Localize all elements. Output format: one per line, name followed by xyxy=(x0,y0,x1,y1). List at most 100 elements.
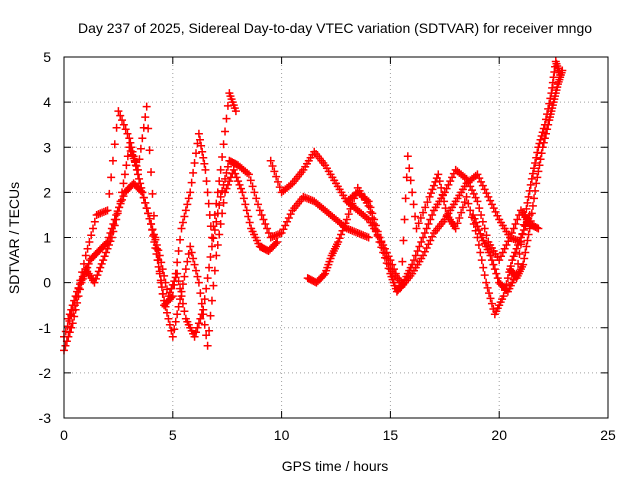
data-point-interp xyxy=(279,225,288,234)
data-point-interp xyxy=(218,153,227,162)
data-point-interp xyxy=(209,281,218,290)
data-point-interp xyxy=(532,153,541,162)
x-tick-label: 10 xyxy=(274,427,290,443)
data-point-interp xyxy=(151,244,160,253)
data-point-interp xyxy=(126,138,135,147)
data-point-interp xyxy=(457,208,466,217)
series-track-4 xyxy=(266,147,525,292)
data-point-interp xyxy=(350,194,359,203)
data-point-interp xyxy=(483,283,492,292)
data-point xyxy=(207,242,216,251)
data-point xyxy=(114,107,123,116)
data-point-interp xyxy=(424,219,433,228)
data-point-interp xyxy=(222,184,231,193)
data-point xyxy=(125,134,134,143)
data-point-interp xyxy=(384,259,393,268)
data-point-interp xyxy=(516,240,525,249)
data-point-interp xyxy=(304,195,313,204)
data-point-interp xyxy=(61,327,70,336)
data-point-interp xyxy=(362,213,371,222)
data-point-interp xyxy=(241,200,250,209)
data-point-interp xyxy=(475,204,484,213)
data-point-interp xyxy=(263,224,272,233)
data-point-interp xyxy=(145,146,154,155)
data-point-interp xyxy=(286,180,295,189)
data-point-interp xyxy=(84,259,93,268)
data-point xyxy=(221,188,230,197)
data-point xyxy=(527,174,536,183)
data-point-interp xyxy=(170,325,179,334)
data-point-interp xyxy=(71,292,80,301)
data-point-interp xyxy=(301,193,310,202)
data-point-interp xyxy=(344,225,353,234)
data-point-interp xyxy=(458,203,467,212)
data-point-interp xyxy=(100,252,109,261)
data-point-interp xyxy=(109,219,118,228)
data-point-interp xyxy=(83,244,92,253)
data-point-interp xyxy=(193,323,202,332)
data-point-interp xyxy=(337,230,346,239)
data-point-interp xyxy=(468,186,476,195)
data-point-interp xyxy=(119,179,128,188)
data-point-interp xyxy=(93,271,102,280)
data-point-interp xyxy=(234,177,243,186)
data-point xyxy=(90,278,99,287)
data-point xyxy=(473,170,482,179)
data-point-interp xyxy=(85,238,94,247)
data-point-interp xyxy=(428,185,437,194)
data-point-interp xyxy=(489,204,498,213)
data-point-interp xyxy=(478,217,487,226)
data-point-interp xyxy=(498,248,507,257)
data-point-interp xyxy=(119,120,128,129)
data-point-interp xyxy=(521,222,530,231)
data-point-interp xyxy=(273,177,282,186)
data-point-interp xyxy=(212,217,221,226)
data-point-interp xyxy=(272,172,281,181)
data-point-interp xyxy=(406,176,415,185)
data-point-interp xyxy=(528,201,537,210)
data-point xyxy=(138,188,147,197)
data-point-interp xyxy=(513,215,522,224)
data-point-interp xyxy=(533,173,542,182)
data-point-interp xyxy=(401,194,410,203)
data-point xyxy=(521,210,530,219)
series-track-5 xyxy=(303,165,543,296)
data-point-interp xyxy=(107,173,116,182)
y-tick-label: -1 xyxy=(39,320,52,336)
data-point-interp xyxy=(210,225,219,234)
data-point-interp xyxy=(471,193,480,202)
data-point-interp xyxy=(503,274,512,283)
data-point-interp xyxy=(110,221,119,230)
data-point-interp xyxy=(180,272,189,281)
data-point-interp xyxy=(350,227,359,236)
data-point-interp xyxy=(535,161,544,170)
data-point xyxy=(103,206,112,215)
data-point-interp xyxy=(122,161,131,170)
data-point-interp xyxy=(460,198,469,207)
data-point xyxy=(99,256,108,265)
data-point-interp xyxy=(355,229,364,238)
x-axis-label: GPS time / hours xyxy=(282,458,389,474)
data-point-interp xyxy=(302,194,311,203)
data-point-interp xyxy=(414,219,423,228)
data-point-interp xyxy=(209,234,218,243)
data-point-interp xyxy=(141,113,150,122)
data-point-interp xyxy=(197,299,206,308)
data-point xyxy=(495,256,504,265)
data-point-interp xyxy=(437,183,446,192)
data-point-interp xyxy=(192,149,201,158)
data-point xyxy=(177,287,186,296)
data-point xyxy=(186,242,195,251)
data-point-interp xyxy=(221,174,230,183)
data-point-interp xyxy=(147,168,156,177)
data-point-interp xyxy=(361,231,370,240)
data-point-interp xyxy=(196,314,205,323)
data-point-interp xyxy=(480,185,489,194)
data-point-interp xyxy=(519,220,528,229)
data-point-interp xyxy=(101,207,110,216)
data-point-interp xyxy=(509,235,518,244)
data-point xyxy=(229,165,238,174)
data-point-interp xyxy=(416,213,425,222)
data-point-interp xyxy=(164,314,173,323)
data-point-interp xyxy=(270,167,279,176)
